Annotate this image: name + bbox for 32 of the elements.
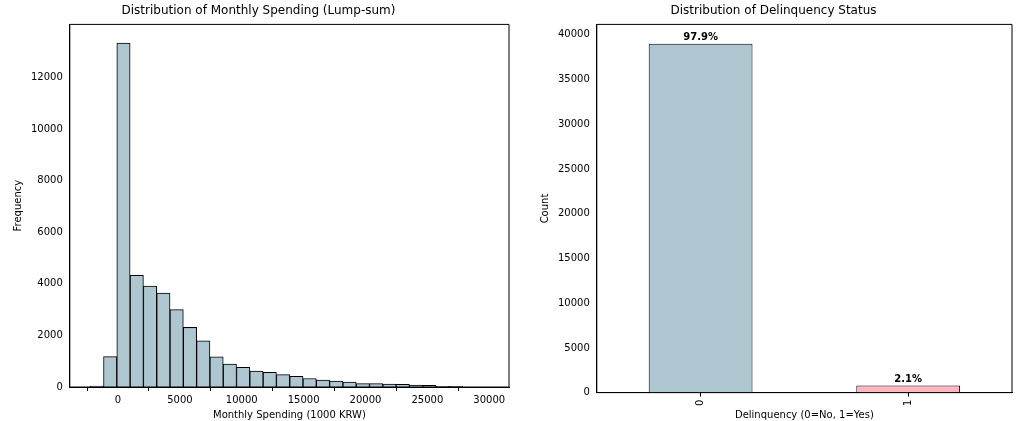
chart-title: Distribution of Monthly Spending (Lump-sum) <box>121 3 396 18</box>
x-tick-label: 15000 <box>287 393 320 405</box>
chart-title: Distribution of Delinquency Status <box>670 3 877 18</box>
x-axis-title: Monthly Spending (1000 KRW) <box>213 408 366 420</box>
y-tick-label: 8000 <box>37 174 63 186</box>
annotation: 97.9% <box>683 31 718 43</box>
y-axis-title: Frequency <box>11 179 23 232</box>
x-tick-label: 20000 <box>349 393 382 405</box>
x-tick-label: 25000 <box>411 393 444 405</box>
y-tick-label: 20000 <box>558 207 590 219</box>
x-tick-label: 30000 <box>473 393 506 405</box>
x-tick-label: 0 <box>694 399 706 407</box>
y-axis-title: Count <box>538 193 550 224</box>
y-tick-label: 5000 <box>564 341 590 353</box>
y-tick-label: 40000 <box>558 28 590 40</box>
y-tick-label: 4000 <box>37 277 63 289</box>
x-tick-label: 10000 <box>225 393 258 405</box>
y-tick-label: 35000 <box>558 73 590 85</box>
y-tick-label: 15000 <box>558 252 590 264</box>
y-tick-label: 10000 <box>558 296 590 308</box>
y-tick-label: 12000 <box>31 71 63 83</box>
annotation: 2.1% <box>894 373 923 385</box>
y-tick-label: 2000 <box>37 329 63 341</box>
x-tick-label: 5000 <box>167 393 193 405</box>
y-tick-label: 25000 <box>558 162 590 174</box>
y-tick-label: 10000 <box>31 122 63 134</box>
y-tick-label: 30000 <box>558 117 590 129</box>
x-tick-label: 1 <box>901 399 913 407</box>
x-tick-label: 0 <box>114 393 122 405</box>
x-axis-title: Delinquency (0=No, 1=Yes) <box>734 408 874 420</box>
y-tick-label: 0 <box>56 380 63 392</box>
y-tick-label: 6000 <box>37 225 63 237</box>
